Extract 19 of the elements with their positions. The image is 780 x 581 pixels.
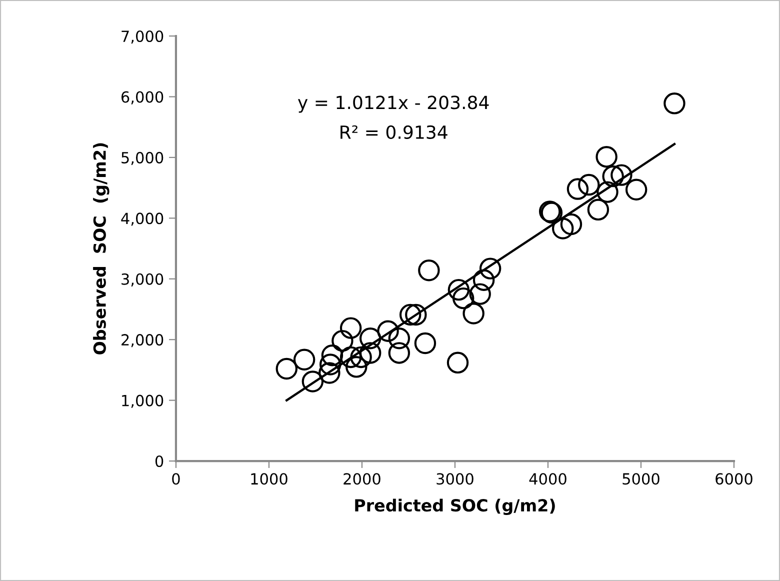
y-tick-label: 0: [155, 455, 164, 468]
y-tick-label: 5,000: [122, 152, 164, 166]
x-tick-label: 3000: [436, 473, 474, 485]
y-tick-label: 1,000: [122, 394, 164, 408]
y-tick-label: 3,000: [122, 273, 164, 286]
x-tick-label: 6000: [716, 473, 752, 485]
x-tick-label: 5000: [622, 473, 660, 485]
y-tick-label: 6,000: [121, 91, 164, 104]
y-tick-label: 4,000: [121, 212, 164, 226]
y-tick-label: 2,000: [122, 334, 164, 348]
y-axis-title: Observed SOC (g/m2): [93, 143, 110, 354]
annotation: R² = 0.9134: [340, 125, 448, 140]
x-tick-label: 1000: [251, 473, 288, 485]
annotation: y = 1.0121x - 203.84: [298, 96, 489, 113]
y-tick-label: 7,000: [122, 30, 164, 44]
x-tick-label: 4000: [529, 473, 566, 485]
x-axis-title: Predicted SOC (g/m2): [355, 498, 555, 515]
x-tick-label: 0: [172, 473, 180, 485]
x-tick-label: 2000: [344, 473, 380, 485]
